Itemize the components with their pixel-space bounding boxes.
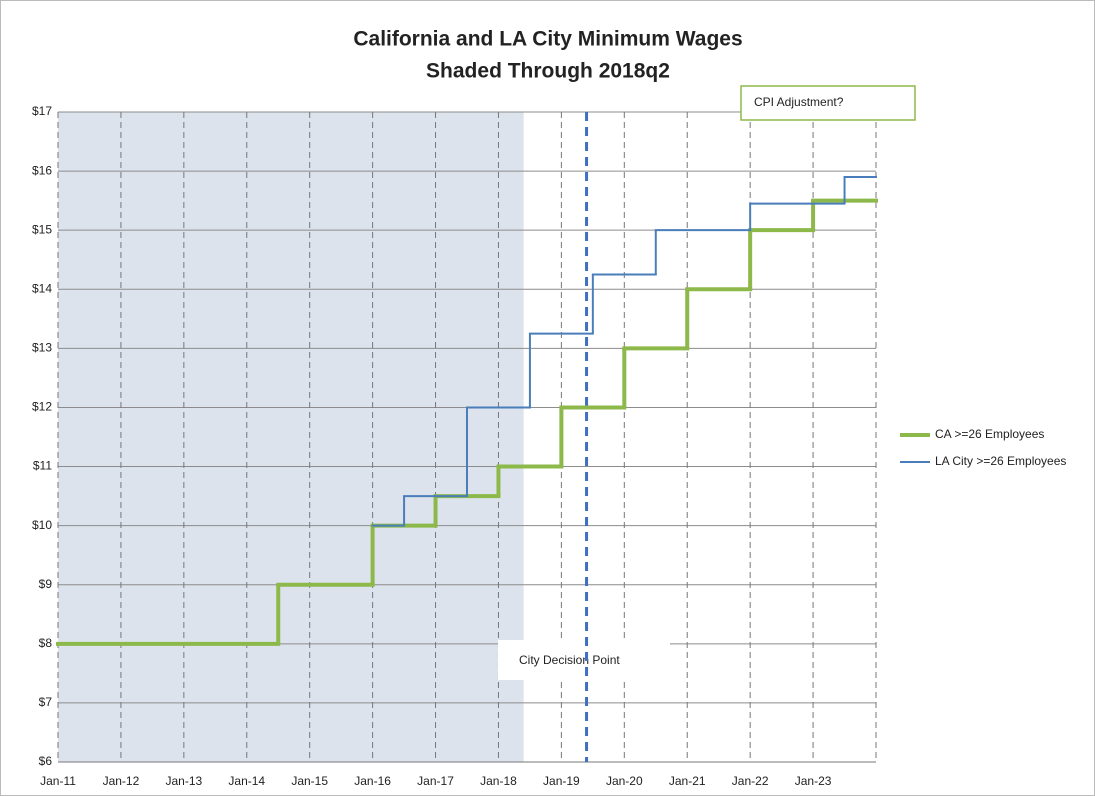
x-tick-label: Jan-16 bbox=[354, 774, 391, 788]
shaded-region bbox=[58, 112, 524, 762]
y-tick-label: $10 bbox=[32, 518, 52, 532]
x-tick-label: Jan-12 bbox=[103, 774, 140, 788]
x-tick-label: Jan-19 bbox=[543, 774, 580, 788]
y-tick-label: $17 bbox=[32, 104, 52, 118]
x-tick-label: Jan-14 bbox=[228, 774, 265, 788]
end-point bbox=[874, 198, 878, 203]
annotation: City Decision Point bbox=[519, 653, 620, 667]
chart-subtitle: Shaded Through 2018q2 bbox=[426, 60, 670, 83]
chart-title: California and LA City Minimum Wages bbox=[353, 28, 742, 51]
x-tick-label: Jan-23 bbox=[795, 774, 832, 788]
annotation-box bbox=[498, 640, 670, 680]
y-tick-label: $9 bbox=[39, 577, 53, 591]
x-tick-label: Jan-13 bbox=[165, 774, 202, 788]
y-tick-label: $6 bbox=[39, 754, 53, 768]
end-point bbox=[875, 176, 877, 178]
x-tick-label: Jan-22 bbox=[732, 774, 769, 788]
y-tick-label: $12 bbox=[32, 400, 52, 414]
x-tick-label: Jan-21 bbox=[669, 774, 706, 788]
y-tick-label: $13 bbox=[32, 341, 52, 355]
annotation-box bbox=[740, 85, 916, 121]
x-tick-label: Jan-18 bbox=[480, 774, 517, 788]
legend-label: LA City >=26 Employees bbox=[935, 454, 1066, 468]
x-tick-label: Jan-20 bbox=[606, 774, 643, 788]
x-tick-label: Jan-11 bbox=[40, 774, 76, 788]
y-tick-label: $14 bbox=[32, 281, 52, 295]
y-tick-label: $7 bbox=[39, 695, 53, 709]
y-tick-label: $15 bbox=[32, 222, 52, 236]
x-tick-label: Jan-17 bbox=[417, 774, 454, 788]
x-tick-label: Jan-15 bbox=[291, 774, 328, 788]
y-tick-label: $11 bbox=[33, 459, 52, 473]
y-tick-label: $8 bbox=[39, 636, 53, 650]
annotation: CPI Adjustment? bbox=[754, 95, 844, 109]
y-tick-label: $16 bbox=[32, 163, 52, 177]
legend-label: CA >=26 Employees bbox=[935, 427, 1044, 441]
